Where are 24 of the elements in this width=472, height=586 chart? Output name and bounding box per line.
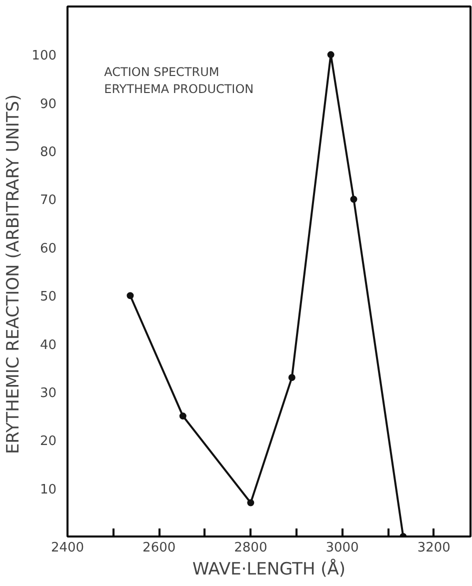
x-tick-label: 3000 xyxy=(326,540,359,556)
y-tick-label: 90 xyxy=(40,96,57,112)
point xyxy=(288,374,296,381)
y-tick-label: 40 xyxy=(40,338,57,353)
point xyxy=(327,51,334,58)
point xyxy=(126,292,134,300)
x-axis-title: WAVE·LENGTH (Å) xyxy=(192,558,346,580)
point xyxy=(247,499,254,506)
annotation: ACTION SPECTRUM ERYTHEMA PRODUCTION xyxy=(104,64,254,96)
y-tick-label: 80 xyxy=(40,145,57,160)
x-tick-label: 2400 xyxy=(50,540,84,556)
y-axis-title: ERYTHEMIC REACTION (ARBITRARY UNITS) xyxy=(4,94,24,454)
point xyxy=(350,196,358,203)
x-tick-label: 3200 xyxy=(417,540,450,556)
y-tick-label: 100 xyxy=(32,48,57,64)
y-tick-label: 20 xyxy=(40,434,57,450)
point xyxy=(179,412,186,420)
y-tick-label: 50 xyxy=(40,290,57,305)
y-tick-label: 70 xyxy=(40,193,57,208)
y-tick-label: 30 xyxy=(40,386,57,401)
y-tick-label: 10 xyxy=(40,482,57,498)
x-tick-label: 2600 xyxy=(142,540,176,556)
y-tick-label: 60 xyxy=(40,241,57,256)
x-tick-label: 2800 xyxy=(234,540,268,556)
